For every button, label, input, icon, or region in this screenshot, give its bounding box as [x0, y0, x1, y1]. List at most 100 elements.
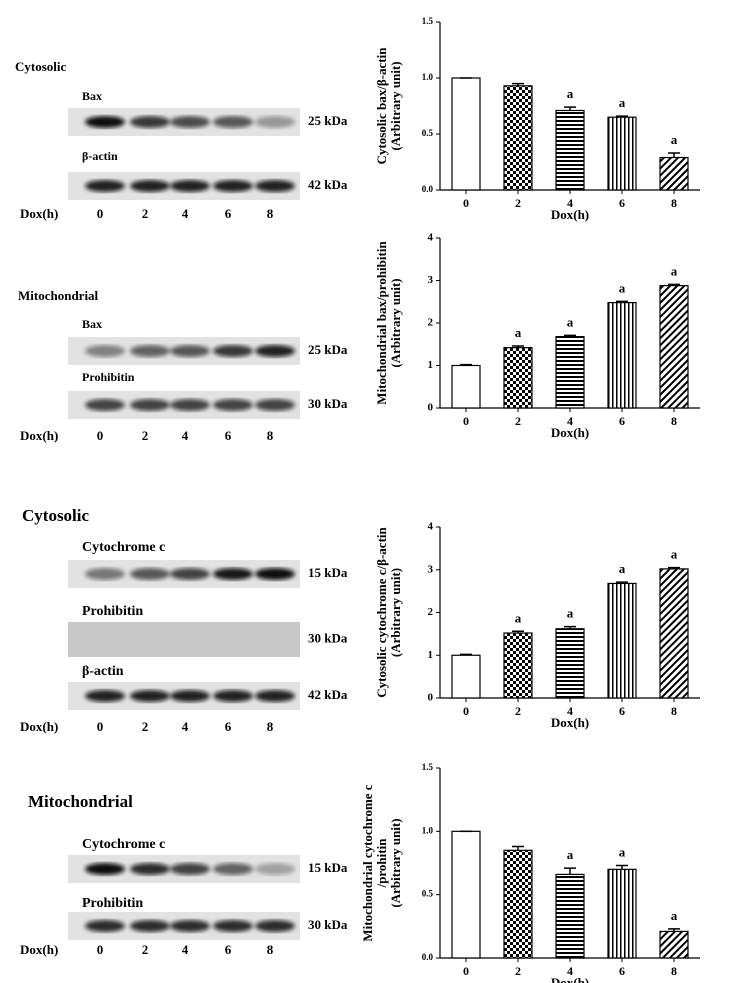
blot-band — [130, 568, 170, 580]
blot-size: 25 kDa — [308, 342, 348, 357]
y-tick-label: 1 — [428, 649, 434, 661]
error-bar — [460, 653, 472, 656]
blot-lane: 8 — [267, 206, 274, 221]
blot-band — [130, 180, 170, 192]
bar — [555, 873, 585, 959]
blot-protein: β-actin — [82, 664, 124, 679]
y-axis-label: (Arbitrary unit) — [388, 61, 403, 150]
blot-band — [85, 568, 125, 580]
blot-protein: Bax — [82, 317, 102, 331]
blot-band — [255, 345, 295, 357]
significance-mark: a — [567, 86, 574, 101]
blot-compartment: Cytosolic — [22, 506, 90, 525]
blot-band — [255, 568, 295, 580]
error-bar — [616, 864, 628, 870]
blot-band — [213, 690, 253, 702]
x-tick-label: 0 — [463, 196, 469, 210]
error-bar — [668, 928, 680, 932]
bar — [659, 930, 689, 959]
y-tick-label: 2 — [428, 317, 434, 329]
y-tick-label: 1 — [428, 359, 434, 371]
y-tick-label: 3 — [428, 274, 434, 286]
blot-compartment: Cytosolic — [15, 59, 67, 74]
x-tick-label: 4 — [567, 196, 573, 210]
blot-band — [213, 920, 253, 932]
blot-lane: 0 — [97, 942, 104, 957]
bar — [607, 302, 637, 409]
x-axis-label: Dox(h) — [551, 715, 589, 730]
significance-mark: a — [567, 314, 574, 329]
y-tick-label: 1.0 — [422, 72, 434, 82]
error-bar — [564, 106, 576, 111]
blot-lane: 6 — [225, 719, 232, 734]
error-bar — [616, 115, 628, 118]
y-tick-label: 4 — [428, 521, 434, 533]
significance-mark: a — [671, 132, 678, 147]
error-bar — [512, 82, 524, 86]
blot-size: 15 kDa — [308, 860, 348, 875]
x-tick-label: 4 — [567, 704, 573, 718]
significance-mark: a — [671, 263, 678, 278]
y-tick-label: 1.0 — [422, 825, 434, 835]
blot-band — [255, 690, 295, 702]
error-bar — [668, 283, 680, 286]
x-tick-label: 4 — [567, 964, 573, 978]
blot-xlabel: Dox(h) — [20, 428, 58, 443]
y-axis-label: Cytosolic cytochrome c/β-actin — [374, 526, 389, 697]
error-bar — [512, 630, 524, 634]
y-tick-label: 3 — [428, 563, 434, 575]
y-tick-label: 0 — [428, 402, 434, 414]
blot-band — [213, 345, 253, 357]
blot-lane: 0 — [97, 206, 104, 221]
significance-mark: a — [671, 547, 678, 562]
blot-band — [255, 116, 295, 128]
x-tick-label: 2 — [515, 704, 521, 718]
y-tick-label: 0 — [428, 692, 434, 704]
bar — [451, 654, 481, 699]
blot-lane: 8 — [267, 719, 274, 734]
significance-mark: a — [671, 908, 678, 923]
bar — [451, 830, 481, 959]
blot-size: 30 kDa — [308, 630, 348, 645]
blot-band — [170, 690, 210, 702]
blot-compartment: Mitochondrial — [28, 792, 133, 811]
blot-band — [213, 399, 253, 411]
y-tick-label: 4 — [428, 232, 434, 244]
blot-band — [170, 568, 210, 580]
blot-lane: 2 — [142, 428, 149, 443]
y-tick-label: 1.5 — [422, 762, 434, 772]
error-bar — [616, 300, 628, 303]
blot-protein: Prohibitin — [82, 604, 143, 619]
blot-lane: 2 — [142, 719, 149, 734]
blot-xlabel: Dox(h) — [20, 719, 58, 734]
blot-band — [130, 863, 170, 875]
y-axis-label: (Arbitrary unit) — [388, 278, 403, 367]
blot-lane: 6 — [225, 206, 232, 221]
error-bar — [668, 566, 680, 569]
x-tick-label: 0 — [463, 704, 469, 718]
y-axis-label: /prohitin — [374, 838, 389, 889]
blot-band — [85, 863, 125, 875]
y-tick-label: 0.5 — [422, 889, 434, 899]
blot-band — [85, 690, 125, 702]
blot-size: 42 kDa — [308, 687, 348, 702]
x-tick-label: 2 — [515, 964, 521, 978]
significance-mark: a — [619, 845, 626, 860]
blot-lane: 4 — [182, 719, 189, 734]
blot-lane: 6 — [225, 942, 232, 957]
blot-xlabel: Dox(h) — [20, 942, 58, 957]
blot-band — [130, 920, 170, 932]
blot-size: 15 kDa — [308, 565, 348, 580]
blot-protein: β-actin — [82, 149, 118, 163]
error-bar — [564, 867, 576, 875]
y-axis-label: Mitochondrial bax/prohibitin — [374, 241, 389, 405]
x-tick-label: 6 — [619, 414, 625, 428]
blot-band — [130, 399, 170, 411]
x-axis-label: Dox(h) — [551, 975, 589, 983]
blot-band — [170, 180, 210, 192]
blot-compartment: Mitochondrial — [18, 288, 99, 303]
blot-lane: 0 — [97, 719, 104, 734]
blot-lane: 4 — [182, 428, 189, 443]
bar — [555, 336, 585, 409]
